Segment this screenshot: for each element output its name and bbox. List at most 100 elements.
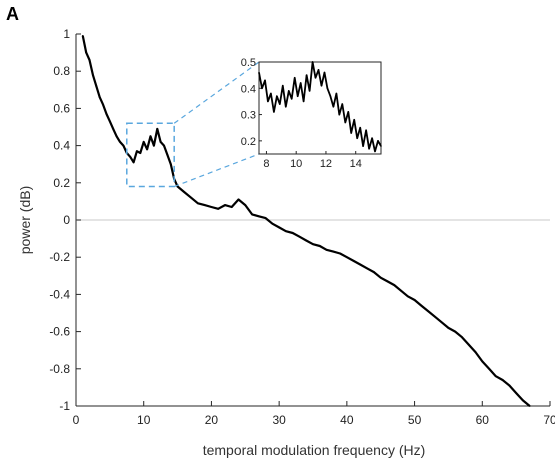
series-point bbox=[217, 207, 220, 210]
inset-series-point bbox=[270, 92, 272, 95]
zoom-connector-bottom bbox=[173, 153, 260, 188]
inset-series-point bbox=[311, 61, 314, 63]
series-point bbox=[461, 336, 463, 339]
series-point bbox=[224, 204, 226, 207]
inset-series-point bbox=[380, 145, 382, 147]
inset-x-tick-label: 10 bbox=[290, 158, 302, 170]
series-point bbox=[156, 127, 159, 130]
inset-series-point bbox=[344, 121, 346, 124]
series-point bbox=[332, 250, 335, 253]
series-point bbox=[413, 299, 416, 301]
series-point bbox=[386, 280, 389, 283]
series-point bbox=[515, 392, 518, 394]
series-point bbox=[522, 399, 524, 402]
inset-series-point bbox=[264, 79, 266, 82]
series-point bbox=[352, 260, 355, 262]
inset-series-point bbox=[368, 148, 370, 150]
series-point bbox=[312, 243, 314, 246]
series-point bbox=[163, 144, 165, 147]
series-point bbox=[122, 144, 125, 147]
series-point bbox=[196, 202, 199, 205]
inset-series-point bbox=[279, 103, 281, 105]
series-point bbox=[190, 196, 193, 199]
series-point bbox=[359, 263, 362, 266]
inset-series-point bbox=[299, 82, 302, 84]
series-point bbox=[237, 198, 240, 201]
series-point bbox=[139, 152, 142, 154]
y-tick-label: 0.8 bbox=[53, 64, 70, 78]
series-point bbox=[298, 235, 301, 238]
series-point bbox=[285, 230, 287, 233]
x-tick-label: 30 bbox=[272, 413, 286, 427]
series-point bbox=[92, 74, 94, 76]
inset-panel: 8 10 12 14 0.5 0.4 0.3 0.2 bbox=[241, 57, 382, 170]
y-tick-label: -0.4 bbox=[49, 287, 70, 301]
main-series bbox=[81, 34, 531, 407]
series-point bbox=[88, 59, 91, 61]
series-point bbox=[400, 289, 402, 292]
series-point bbox=[494, 375, 497, 378]
inset-series-point bbox=[362, 145, 364, 147]
inset-series-point bbox=[291, 98, 293, 100]
x-tick-label: 0 bbox=[73, 413, 80, 427]
x-tick-label: 40 bbox=[340, 413, 354, 427]
series-point bbox=[152, 144, 155, 147]
inset-series-point bbox=[288, 90, 290, 92]
inset-series-point bbox=[273, 111, 275, 113]
series-point bbox=[488, 367, 490, 370]
series-point bbox=[132, 161, 135, 164]
series-point bbox=[136, 150, 138, 153]
inset-series-point bbox=[359, 127, 361, 129]
y-tick-label: -0.2 bbox=[49, 250, 70, 264]
inset-series-point bbox=[302, 100, 305, 103]
inset-series-point bbox=[276, 95, 278, 97]
x-tick-label: 50 bbox=[408, 413, 422, 427]
series-point bbox=[433, 315, 436, 318]
series-point bbox=[176, 185, 179, 188]
series-point bbox=[318, 245, 321, 247]
x-axis-ticks: 0 10 20 30 40 50 60 70 bbox=[73, 401, 555, 427]
series-point bbox=[257, 215, 260, 218]
x-tick-label: 70 bbox=[543, 413, 555, 427]
inset-x-tick-label: 14 bbox=[350, 158, 362, 170]
series-point bbox=[481, 360, 484, 363]
series-point bbox=[420, 304, 423, 307]
inset-series-point bbox=[374, 150, 376, 153]
series-point bbox=[528, 405, 531, 407]
series-point bbox=[142, 140, 145, 143]
inset-series-point bbox=[365, 129, 367, 132]
series-point bbox=[501, 379, 504, 381]
inset-series-line bbox=[258, 61, 382, 153]
series-point bbox=[339, 252, 341, 255]
series-point bbox=[440, 321, 443, 324]
x-tick-label: 20 bbox=[205, 413, 219, 427]
inset-series-point bbox=[296, 95, 299, 97]
series-point bbox=[146, 148, 149, 151]
inset-series-point bbox=[332, 105, 335, 108]
inset-series-point bbox=[377, 140, 379, 142]
series-point bbox=[264, 217, 267, 220]
inset-series-point bbox=[282, 84, 284, 87]
series-point bbox=[159, 140, 162, 143]
x-tick-label: 60 bbox=[476, 413, 490, 427]
inset-series-point bbox=[341, 103, 344, 105]
series-point bbox=[230, 206, 233, 208]
series-point bbox=[129, 155, 132, 158]
series-point bbox=[271, 222, 274, 225]
series-point bbox=[291, 232, 294, 234]
inset-y-tick-label: 0.4 bbox=[241, 83, 256, 95]
series-point bbox=[105, 113, 108, 115]
inset-series-point bbox=[356, 137, 358, 139]
inset-series-point bbox=[350, 132, 352, 134]
series-point bbox=[203, 204, 206, 207]
inset-x-tick-label: 12 bbox=[320, 158, 332, 170]
x-tick-label: 10 bbox=[137, 413, 151, 427]
series-point bbox=[447, 326, 450, 329]
y-tick-label: 1 bbox=[63, 27, 70, 41]
inset-y-tick-label: 0.3 bbox=[241, 110, 256, 122]
series-point bbox=[183, 191, 186, 194]
series-point bbox=[115, 135, 118, 138]
series-point bbox=[112, 127, 115, 130]
series-point bbox=[393, 284, 396, 286]
